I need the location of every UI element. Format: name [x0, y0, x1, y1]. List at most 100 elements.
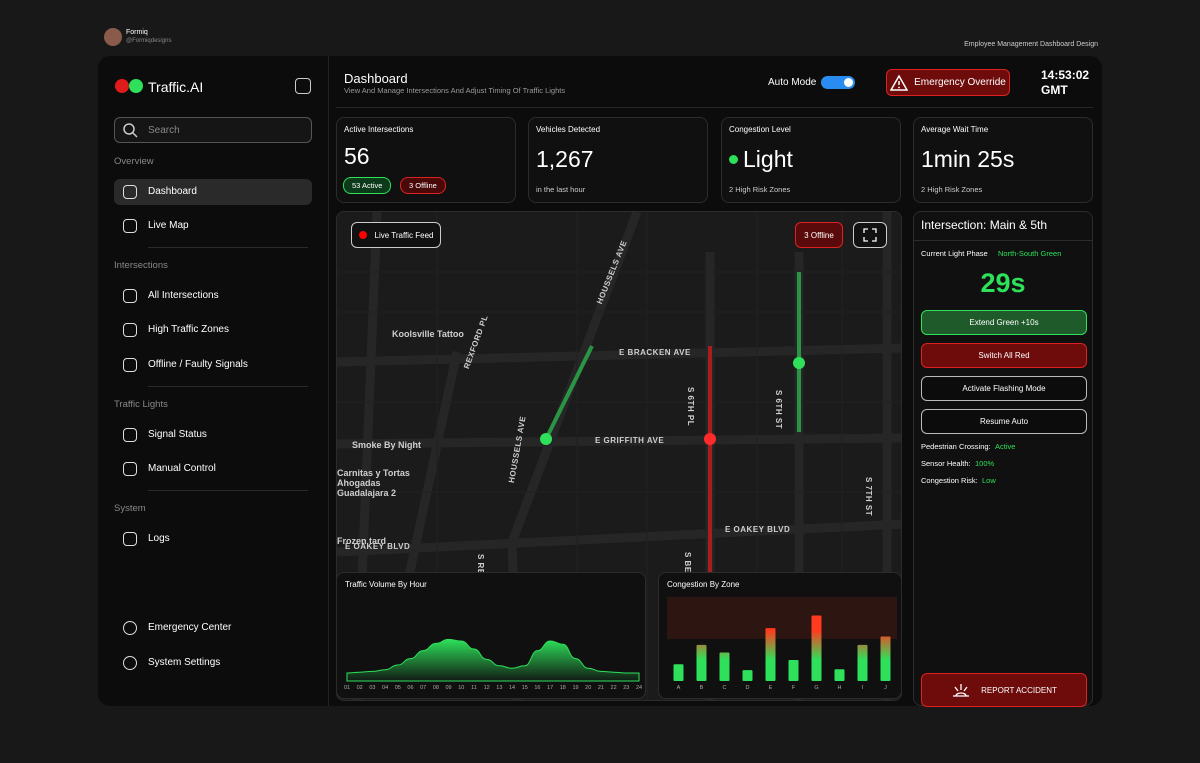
- nav-section-title: Intersections: [114, 260, 168, 271]
- divider: [328, 56, 329, 706]
- nav-item[interactable]: Emergency Center: [148, 622, 232, 633]
- nav-item[interactable]: High Traffic Zones: [148, 324, 229, 335]
- status-value: 100%: [975, 459, 995, 468]
- bar: [742, 670, 753, 681]
- stat-note: 2 High Risk Zones: [921, 185, 983, 194]
- report-accident-button[interactable]: REPORT ACCIDENT: [921, 673, 1087, 707]
- x-tick-label: G: [814, 685, 818, 691]
- stat-label: Active Intersections: [344, 125, 414, 134]
- clock-timezone: GMT: [1041, 83, 1068, 97]
- search-box[interactable]: [114, 117, 312, 143]
- stat-card: [528, 117, 708, 203]
- x-tick-label: 18: [560, 685, 566, 691]
- x-tick-label: 05: [395, 685, 401, 691]
- fullscreen-button[interactable]: [853, 222, 887, 248]
- divider: [148, 247, 308, 248]
- bar: [696, 644, 707, 681]
- bar: [765, 628, 776, 681]
- status-label: Congestion Risk:: [921, 476, 978, 485]
- status-value: Low: [982, 476, 996, 485]
- nav-item[interactable]: Dashboard: [148, 186, 197, 197]
- report-accident-label: REPORT ACCIDENT: [981, 685, 1057, 695]
- action-button[interactable]: Extend Green +10s: [921, 310, 1087, 335]
- status-dot: [729, 155, 738, 164]
- bar: [811, 615, 822, 681]
- emergency-button[interactable]: Emergency Override: [886, 69, 1010, 96]
- nav-item[interactable]: Logs: [148, 533, 170, 544]
- x-tick-label: 02: [357, 685, 363, 691]
- nav-item[interactable]: Offline / Faulty Signals: [148, 359, 248, 370]
- x-tick-label: 08: [433, 685, 439, 691]
- x-tick-label: D: [746, 685, 750, 691]
- auto-mode-toggle[interactable]: [821, 76, 855, 89]
- nav-icon: [123, 358, 137, 372]
- x-tick-label: 09: [446, 685, 452, 691]
- x-tick-label: 17: [547, 685, 553, 691]
- status-label: Sensor Health:: [921, 459, 971, 468]
- collapse-button[interactable]: [295, 78, 311, 94]
- search-icon: [123, 123, 138, 138]
- stat-note: 2 High Risk Zones: [729, 185, 791, 194]
- chart-panel: Congestion By Zone A B C D E F G H I J: [658, 572, 902, 699]
- nav-icon: [123, 621, 137, 635]
- status-label: Pedestrian Crossing:: [921, 442, 991, 451]
- chart-title: Traffic Volume By Hour: [345, 580, 427, 589]
- action-button[interactable]: Activate Flashing Mode: [921, 376, 1087, 401]
- chart-panel: Traffic Volume By Hour 01 02 03 04 05 06 07 08 09…: [336, 572, 646, 699]
- action-button[interactable]: Resume Auto: [921, 409, 1087, 434]
- stat-label: Vehicles Detected: [536, 125, 601, 134]
- area: [346, 638, 640, 682]
- plot-band: [667, 597, 897, 639]
- action-button[interactable]: Switch All Red: [921, 343, 1087, 368]
- x-tick-label: 03: [369, 685, 375, 691]
- stat-label: Average Wait Time: [921, 125, 989, 134]
- nav-active-bg: [114, 179, 312, 205]
- x-tick-label: 13: [496, 685, 502, 691]
- offline-label: 3 Offline: [804, 230, 834, 240]
- nav-item[interactable]: Signal Status: [148, 429, 207, 440]
- map-label: S 7TH ST: [864, 477, 873, 517]
- x-tick-label: 04: [382, 685, 388, 691]
- nav-item[interactable]: Live Map: [148, 220, 189, 231]
- author: Formiq: [126, 29, 148, 36]
- phase-timer: 29s: [980, 268, 1026, 298]
- clock-time: 14:53:02: [1041, 68, 1090, 82]
- nav-icon: [123, 289, 137, 303]
- x-tick-label: 24: [636, 685, 642, 691]
- map-label: Carnitas y Tortas Ahogadas Guadalajara 2: [337, 468, 410, 498]
- x-tick-label: 12: [484, 685, 490, 691]
- map-label: E OAKEY BLVD: [345, 542, 411, 551]
- stat-badge: 53 Active: [343, 177, 392, 194]
- logo: [115, 79, 143, 93]
- handle: @Formiqdesigns: [126, 38, 172, 44]
- nav-section-title: Traffic Lights: [114, 399, 168, 410]
- bar: [834, 669, 845, 681]
- x-tick-label: 16: [534, 685, 540, 691]
- stat-value: 1min 25s: [921, 146, 1015, 172]
- map-label: Smoke By Night: [352, 440, 422, 450]
- phase-label: Current Light Phase: [921, 249, 988, 258]
- x-tick-label: F: [792, 685, 796, 691]
- x-tick-label: 06: [407, 685, 413, 691]
- nav-item[interactable]: All Intersections: [148, 290, 219, 301]
- bar: [880, 636, 891, 681]
- x-tick-label: 23: [623, 685, 629, 691]
- emergency-label: Emergency Override: [914, 77, 1006, 88]
- phase-value: North-South Green: [998, 249, 1062, 258]
- map-label: E GRIFFITH AVE: [595, 436, 665, 445]
- nav-item[interactable]: System Settings: [148, 657, 221, 668]
- stat-note: in the last hour: [536, 185, 586, 194]
- x-tick-label: 15: [522, 685, 528, 691]
- nav-icon: [123, 185, 137, 199]
- nav-section-title: System: [114, 503, 146, 514]
- stat-card: [913, 117, 1093, 203]
- nav-item[interactable]: Manual Control: [148, 463, 216, 474]
- live-feed-badge: Live Traffic Feed: [351, 222, 441, 248]
- nav-icon: [123, 656, 137, 670]
- offline-badge[interactable]: 3 Offline: [795, 222, 843, 248]
- caption: Employee Management Dashboard Design: [964, 41, 1098, 48]
- map-label: GAS BLVD: [336, 352, 337, 397]
- map-label: E BRACKEN AVE: [619, 348, 691, 357]
- search-placeholder: Search: [148, 125, 180, 136]
